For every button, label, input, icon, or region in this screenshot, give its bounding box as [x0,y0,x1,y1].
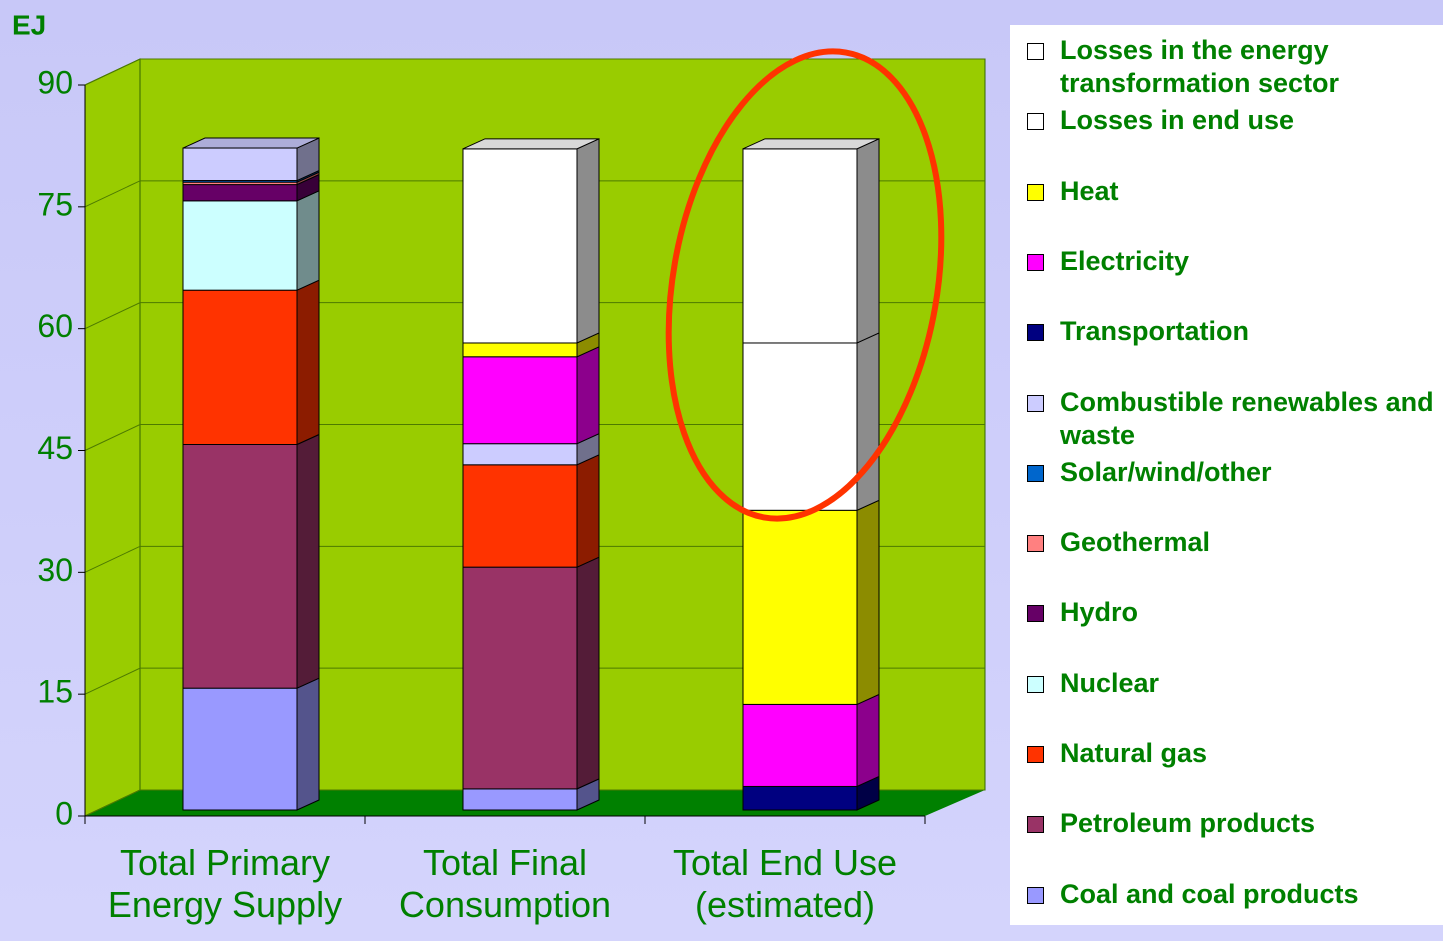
y-tick-label: 75 [37,186,73,222]
legend-label: Heat [1060,175,1119,206]
bar-segment [462,342,578,358]
y-tick-label: 15 [37,674,73,710]
bar-top [462,138,600,150]
legend-label: Nuclear [1060,667,1160,698]
bar-side [856,332,880,512]
legend-swatch [1027,253,1044,271]
bar-segment [182,444,298,689]
legend-swatch [1027,535,1044,553]
bar-top [742,138,880,150]
grid-line [84,58,985,86]
bar-side [856,693,880,788]
grid-line [84,667,985,695]
legend-swatch [1027,464,1044,482]
legend-label: Losses in end use [1060,105,1295,136]
bar-side [856,499,880,706]
legend-label: Electricity [1060,245,1190,276]
legend: Losses in the energy transformation sect… [1010,25,1443,925]
legend-swatch [1027,113,1044,131]
bar-side [296,433,320,689]
bar-side [296,190,320,291]
bar-side [296,677,320,811]
legend-swatch [1027,324,1044,342]
bar-segment [742,703,858,787]
y-tick-label: 45 [37,430,73,466]
bar-segment [462,464,578,568]
grid-line [84,302,985,330]
bar-segment [742,785,858,811]
legend-label: Hydro [1060,597,1139,628]
x-tick-label: Total Final Consumption [398,842,612,925]
highlight-ellipse [665,48,945,522]
legend-label: Solar/wind/other [1060,456,1272,487]
bar-side [576,138,600,344]
bar-segment [182,289,298,445]
bar-side [576,556,600,790]
bar-segment [182,687,298,811]
grid-line [84,545,985,573]
legend-label: Transportation [1060,316,1250,347]
x-tick-label: Total Primary Energy Supply [107,842,343,925]
bar-segment [462,566,578,790]
legend-swatch [1027,605,1044,623]
legend-label: Geothermal [1060,527,1211,558]
y-tick-label: 0 [55,795,73,831]
bar-side [576,454,600,568]
grid-line [84,424,985,451]
legend-swatch [1027,816,1044,834]
y-tick-label: 90 [37,64,73,100]
bar-segment [462,148,578,344]
bar-segment [182,200,298,291]
bar-segment [742,509,858,705]
legend-swatch [1027,394,1044,412]
plot-area: 0 15 30 45 60 75 90 [37,58,986,831]
bar-top [182,137,320,149]
bar-segment [462,788,578,811]
y-tick-label: 30 [37,552,73,588]
bar-side [296,279,320,446]
grid-line [84,789,985,817]
bar-segment [462,356,578,445]
bar-segment [182,184,298,202]
legend-swatch [1027,746,1044,763]
legend-swatch [1027,886,1044,904]
legend-label: Combustible renewables and waste [1060,386,1434,450]
x-tick-label: Total End Use (estimated) [672,842,898,925]
y-tick-label: 60 [37,308,73,344]
legend-swatch [1027,183,1044,201]
bar-side [576,346,600,445]
y-axis-label: EJ [12,9,46,40]
legend-swatch [1027,43,1044,60]
bar-segment [742,148,858,344]
bar-segment [182,147,298,182]
grid-line [84,180,985,208]
bar-segment [742,342,858,511]
bar-side [856,138,880,344]
legend-label: Coal and coal products [1060,878,1359,909]
legend-label: Losses in the energy transformation sect… [1060,35,1340,98]
legend-label: Petroleum products [1060,808,1316,839]
bar-segment [462,443,578,466]
legend-swatch [1027,675,1044,693]
legend-label: Natural gas [1060,738,1208,768]
